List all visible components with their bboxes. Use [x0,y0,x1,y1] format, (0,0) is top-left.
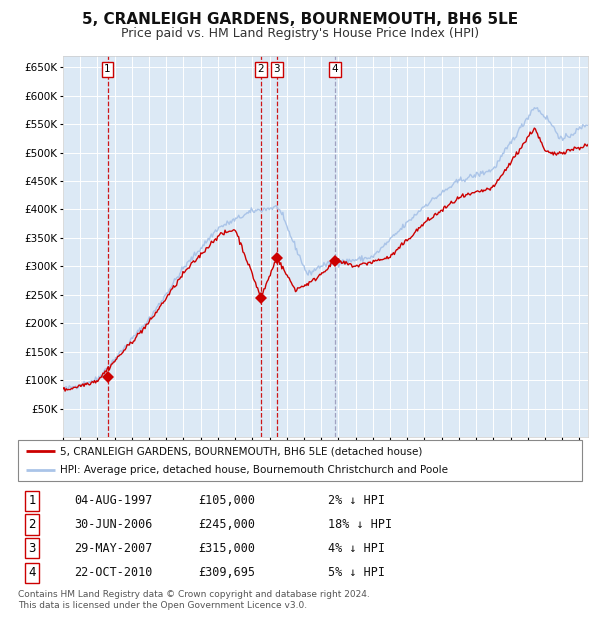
Text: 22-OCT-2010: 22-OCT-2010 [74,566,153,579]
Text: 5, CRANLEIGH GARDENS, BOURNEMOUTH, BH6 5LE (detached house): 5, CRANLEIGH GARDENS, BOURNEMOUTH, BH6 5… [60,446,422,456]
Text: Contains HM Land Registry data © Crown copyright and database right 2024.
This d: Contains HM Land Registry data © Crown c… [18,590,370,609]
Text: £315,000: £315,000 [199,541,256,554]
Text: 30-JUN-2006: 30-JUN-2006 [74,518,153,531]
Text: £105,000: £105,000 [199,495,256,508]
Text: 2: 2 [257,64,264,74]
Text: 4: 4 [28,566,36,579]
Text: 2% ↓ HPI: 2% ↓ HPI [328,495,385,508]
Text: 18% ↓ HPI: 18% ↓ HPI [328,518,392,531]
Text: £245,000: £245,000 [199,518,256,531]
Text: 5, CRANLEIGH GARDENS, BOURNEMOUTH, BH6 5LE: 5, CRANLEIGH GARDENS, BOURNEMOUTH, BH6 5… [82,12,518,27]
Text: 1: 1 [28,495,36,508]
Text: £309,695: £309,695 [199,566,256,579]
Text: 3: 3 [274,64,280,74]
Text: HPI: Average price, detached house, Bournemouth Christchurch and Poole: HPI: Average price, detached house, Bour… [60,464,448,475]
Text: 1: 1 [104,64,111,74]
Text: 4% ↓ HPI: 4% ↓ HPI [328,541,385,554]
Text: Price paid vs. HM Land Registry's House Price Index (HPI): Price paid vs. HM Land Registry's House … [121,27,479,40]
Text: 2: 2 [28,518,36,531]
Text: 3: 3 [28,541,36,554]
FancyBboxPatch shape [18,440,582,480]
Text: 4: 4 [332,64,338,74]
Text: 04-AUG-1997: 04-AUG-1997 [74,495,153,508]
Text: 29-MAY-2007: 29-MAY-2007 [74,541,153,554]
Text: 5% ↓ HPI: 5% ↓ HPI [328,566,385,579]
